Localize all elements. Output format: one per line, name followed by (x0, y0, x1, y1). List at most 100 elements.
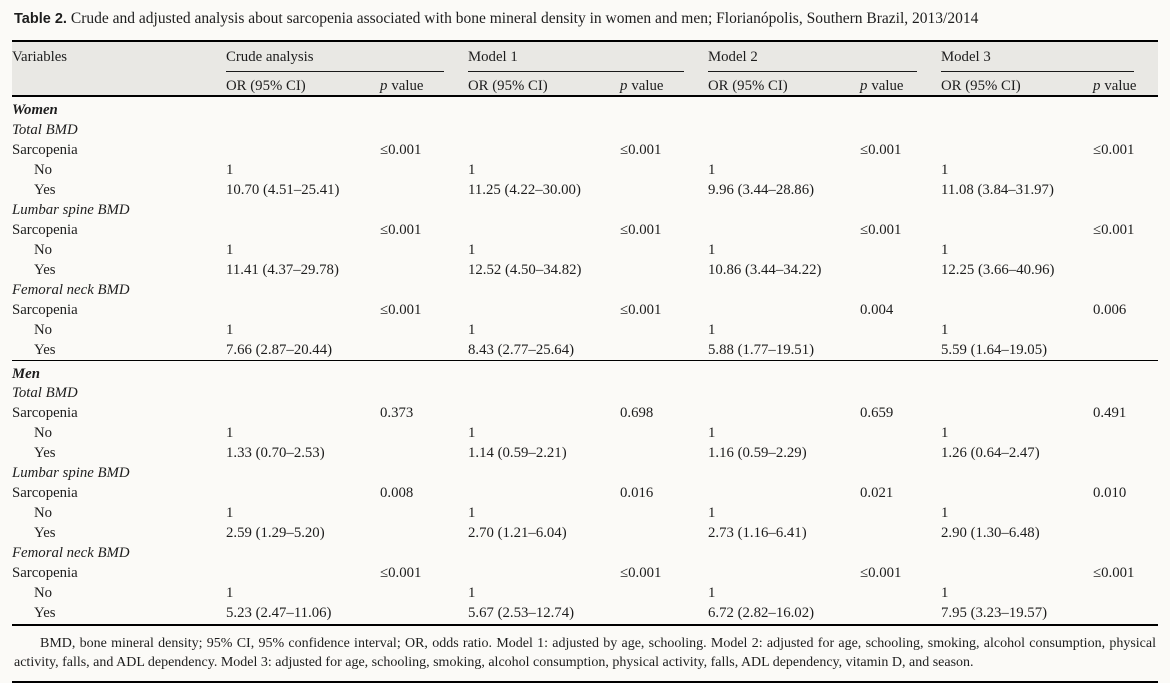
p-value-cell: 0.006 (1093, 302, 1127, 318)
table-cell (941, 140, 1093, 160)
row-label-cell: No (34, 505, 53, 521)
table-cell (708, 383, 860, 403)
table-cell (1093, 364, 1158, 384)
sarcopenia-row: Sarcopenia ≤0.001 ≤0.001 0.004 0.006 (12, 300, 1158, 320)
or-value-cell: 1 (708, 505, 716, 521)
variable-row: Lumbar spine BMD (12, 200, 1158, 220)
p-value-cell: ≤0.001 (1093, 222, 1135, 238)
table-cell (226, 280, 380, 300)
p-value-cell: 0.004 (860, 302, 894, 318)
p-value-cell: ≤0.001 (380, 565, 422, 581)
no-row: No 1 1 1 1 (12, 583, 1158, 603)
column-header-or-model-2: OR (95% CI) (708, 78, 788, 94)
table-cell (468, 120, 620, 140)
table-cell (620, 423, 708, 443)
column-header-or-model-1: OR (95% CI) (468, 78, 548, 94)
table-cell (941, 463, 1093, 483)
or-value-cell: 1 (708, 162, 716, 178)
table-cell (941, 543, 1093, 563)
table-cell (860, 100, 941, 120)
table-cell (620, 260, 708, 280)
table-cell (468, 463, 620, 483)
or-value-cell: 1 (941, 322, 949, 338)
table-cell (1093, 523, 1158, 543)
p-value-cell: 0.010 (1093, 485, 1127, 501)
group-header-model-1: Model 1 (468, 49, 684, 72)
row-label-cell: Yes (34, 525, 56, 541)
or-value-cell: 7.95 (3.23–19.57) (941, 605, 1048, 621)
table-cell (860, 383, 941, 403)
table-cell (620, 340, 708, 360)
table-cell (1093, 583, 1158, 603)
p-value-cell: ≤0.001 (860, 565, 902, 581)
table-cell (708, 220, 860, 240)
p-value-cell: ≤0.001 (620, 302, 662, 318)
table-cell (468, 280, 620, 300)
table-cell (860, 240, 941, 260)
yes-row: Yes 5.23 (2.47–11.06) 5.67 (2.53–12.74) 6.7… (12, 603, 1158, 623)
table-cell (1093, 423, 1158, 443)
or-value-cell: 10.70 (4.51–25.41) (226, 182, 340, 198)
p-value-cell: ≤0.001 (1093, 565, 1135, 581)
table-cell (941, 563, 1093, 583)
table-cell (708, 280, 860, 300)
table-cell (380, 583, 468, 603)
or-value-cell: 1 (708, 322, 716, 338)
or-value-cell: 1 (226, 242, 234, 258)
or-value-cell: 1.14 (0.59–2.21) (468, 445, 567, 461)
table-cell (620, 320, 708, 340)
variable-name-cell: Total BMD (12, 122, 78, 138)
or-value-cell: 5.23 (2.47–11.06) (226, 605, 332, 621)
or-value-cell: 6.72 (2.82–16.02) (708, 605, 815, 621)
table-cell (468, 383, 620, 403)
table-cell (708, 364, 860, 384)
table-cell (620, 180, 708, 200)
table-cell (708, 120, 860, 140)
table-cell (708, 463, 860, 483)
or-value-cell: 1 (941, 505, 949, 521)
column-header-p-model-2: p value (860, 72, 941, 95)
table-cell (620, 200, 708, 220)
group-header-label: Model 1 (468, 49, 518, 65)
variable-name-cell: Femoral neck BMD (12, 282, 130, 298)
table-cell (860, 160, 941, 180)
or-value-cell: 7.66 (2.87–20.44) (226, 342, 333, 358)
table-cell (380, 364, 468, 384)
or-value-cell: 12.52 (4.50–34.82) (468, 262, 582, 278)
or-value-cell: 1 (941, 242, 949, 258)
table-cell (620, 603, 708, 623)
table-cell (1093, 320, 1158, 340)
table-cell (620, 463, 708, 483)
table-cell (380, 603, 468, 623)
table-cell (708, 543, 860, 563)
table-cell (1093, 260, 1158, 280)
no-row: No 1 1 1 1 (12, 240, 1158, 260)
table-cell (380, 423, 468, 443)
p-value-cell: ≤0.001 (1093, 142, 1135, 158)
row-label-cell: No (34, 425, 53, 441)
table-cell (941, 100, 1093, 120)
sarcopenia-row: Sarcopenia 0.008 0.016 0.021 0.010 (12, 483, 1158, 503)
table-cell (941, 300, 1093, 320)
or-value-cell: 1 (226, 322, 234, 338)
section-row-women: Women (12, 97, 1158, 120)
table-cell (1093, 503, 1158, 523)
row-label-cell: Yes (34, 342, 56, 358)
table-cell (620, 443, 708, 463)
sarcopenia-row: Sarcopenia 0.373 0.698 0.659 0.491 (12, 403, 1158, 423)
table-cell (226, 383, 380, 403)
table-cell (380, 383, 468, 403)
table-cell (1093, 383, 1158, 403)
table-cell (468, 300, 620, 320)
or-value-cell: 11.41 (4.37–29.78) (226, 262, 339, 278)
column-header-or-model-3: OR (95% CI) (941, 78, 1021, 94)
table-cell (941, 120, 1093, 140)
table-cell (1093, 240, 1158, 260)
or-value-cell: 12.25 (3.66–40.96) (941, 262, 1055, 278)
row-label-cell: No (34, 162, 53, 178)
table-cell (468, 200, 620, 220)
table-cell (620, 240, 708, 260)
table-cell (1093, 340, 1158, 360)
table-cell (860, 340, 941, 360)
